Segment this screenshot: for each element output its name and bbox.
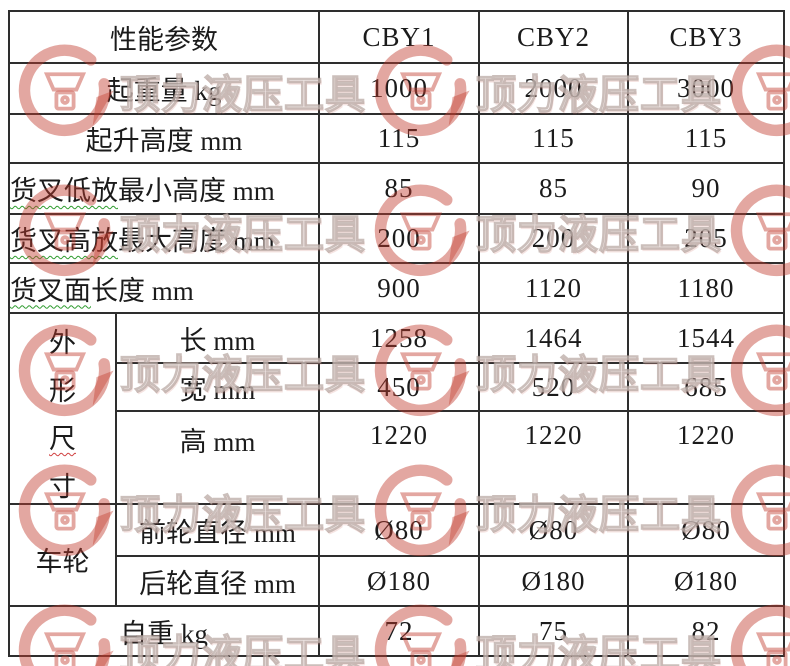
value-cell: Ø180 (627, 555, 785, 607)
row-label-fork-max-height: 货叉高放最大高度 mm (8, 213, 320, 264)
value-cell: 85 (478, 162, 629, 215)
dim-char: 外 (49, 328, 76, 358)
table-row: 自重 kg 72 75 82 (8, 605, 785, 657)
row-label-fork-min-height: 货叉低放最小高度 mm (8, 162, 320, 215)
row-label-lifting-height: 起升高度 mm (8, 113, 320, 164)
table-row: 宽 mm 450 520 685 (9, 362, 785, 412)
table-row: 起重量 kg 1000 2000 3000 (8, 62, 785, 115)
table-row: 货叉低放最小高度 mm 85 85 90 (8, 162, 785, 215)
row-label-rear-wheel-diameter: 后轮直径 mm (115, 555, 320, 607)
value-cell: 1000 (318, 62, 480, 115)
value-cell: 900 (318, 262, 480, 314)
value-cell: 1544 (627, 312, 785, 364)
value-cell: 1220 (627, 410, 785, 505)
row-label-fork-length: 货叉面长度 mm (8, 262, 320, 314)
value-cell: 82 (627, 605, 785, 657)
value-cell: 1220 (318, 410, 480, 505)
value-cell: 2000 (478, 62, 629, 115)
spellcheck-underlined-text: 货叉高放 (10, 226, 118, 256)
table-row: 货叉高放最大高度 mm 200 200 205 (8, 213, 785, 264)
value-cell: 115 (318, 113, 480, 164)
value-cell: 72 (318, 605, 480, 657)
value-cell: Ø180 (478, 555, 629, 607)
table-row: 货叉面长度 mm 900 1120 1180 (8, 262, 785, 314)
spellcheck-underlined-text: 货叉低放 (10, 176, 118, 206)
value-cell: Ø180 (318, 555, 480, 607)
dim-char: 寸 (49, 472, 76, 502)
value-cell: 205 (627, 213, 785, 264)
value-cell: 1258 (318, 312, 480, 364)
value-cell: 85 (318, 162, 480, 215)
value-cell: 3000 (627, 62, 785, 115)
dimensions-vertical-label: 外 形 尺 寸 (10, 316, 115, 501)
value-cell: 520 (478, 362, 629, 412)
wheels-group-label: 车轮 (35, 546, 90, 577)
model-header-cby3: CBY3 (627, 10, 785, 64)
row-label-text: 最小高度 mm (118, 176, 275, 206)
value-cell: Ø80 (627, 503, 785, 557)
value-cell: 685 (627, 362, 785, 412)
wheels-group-cell: 车轮 (8, 503, 117, 607)
spec-table: 性能参数 CBY1 CBY2 CBY3 起重量 kg 1000 2000 300… (8, 10, 785, 657)
table-row: 后轮直径 mm Ø180 Ø180 Ø180 (9, 555, 785, 607)
table-row: 高 mm 1220 1220 1220 (9, 410, 785, 505)
table-row: 车轮 前轮直径 mm Ø80 Ø80 Ø80 (8, 503, 785, 607)
table-row: 起升高度 mm 115 115 115 (8, 113, 785, 164)
model-header-cby1: CBY1 (318, 10, 480, 64)
table-row: 外 形 尺 寸 长 mm 1258 1464 1544 (8, 312, 785, 505)
spellcheck-underlined-text: 货叉面 (10, 275, 91, 306)
row-label-width: 宽 mm (115, 362, 320, 412)
value-cell: 450 (318, 362, 480, 412)
value-cell: Ø80 (478, 503, 629, 557)
value-cell: 1180 (627, 262, 785, 314)
value-cell: Ø80 (318, 503, 480, 557)
value-cell: 90 (627, 162, 785, 215)
row-label-front-wheel-diameter: 前轮直径 mm (115, 503, 320, 557)
dimensions-group-cell: 外 形 尺 寸 (8, 312, 117, 505)
dim-char: 形 (49, 376, 76, 406)
value-cell: 115 (627, 113, 785, 164)
model-header-cby2: CBY2 (478, 10, 629, 64)
value-cell: 115 (478, 113, 629, 164)
value-cell: 1120 (478, 262, 629, 314)
value-cell: 200 (318, 213, 480, 264)
row-label-height: 高 mm (115, 410, 320, 505)
value-cell: 200 (478, 213, 629, 264)
dim-char-spellchecked: 尺 (49, 424, 76, 454)
value-cell: 75 (478, 605, 629, 657)
row-label-lifting-capacity: 起重量 kg (8, 62, 320, 115)
row-label-text: 最大高度 mm (118, 226, 275, 256)
value-cell: 1464 (478, 312, 629, 364)
row-label-length: 长 mm (115, 312, 320, 364)
param-header-cell: 性能参数 (8, 10, 320, 64)
row-label-text: 长度 mm (91, 275, 194, 306)
table-header-row: 性能参数 CBY1 CBY2 CBY3 (8, 10, 785, 64)
value-cell: 1220 (478, 410, 629, 505)
row-label-self-weight: 自重 kg (8, 605, 320, 657)
